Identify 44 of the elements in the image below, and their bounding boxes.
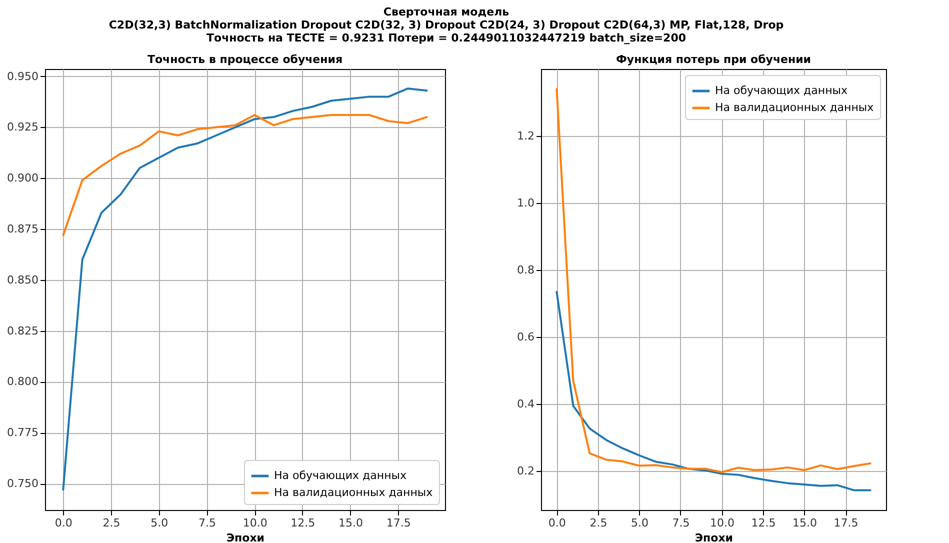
x-tick-label: 10.0 — [710, 516, 735, 530]
x-tick-label: 17.5 — [834, 516, 858, 530]
y-tick-label: 0.775 — [7, 426, 38, 440]
x-tick-label: 10.0 — [242, 516, 268, 530]
y-tick-label: 0.750 — [7, 477, 38, 490]
y-tick-label: 0.925 — [7, 120, 38, 134]
y-tick-label: 0.800 — [7, 375, 38, 388]
x-axis-title: Эпохи — [226, 532, 265, 543]
x-tick-label: 7.5 — [672, 516, 690, 530]
line-series — [62, 114, 428, 236]
legend-label: На обучающих данных — [715, 84, 848, 97]
x-tick-label: 7.5 — [198, 516, 216, 530]
y-tick-label: 0.950 — [7, 70, 38, 83]
y-tick-label: 0.875 — [7, 222, 38, 236]
x-tick-label: 15.0 — [792, 516, 818, 530]
y-tick-label: 0.8 — [517, 264, 534, 277]
x-tick-label: 15.0 — [338, 516, 364, 530]
x-tick-label: 5.0 — [630, 516, 648, 530]
text: C2D(32,3) BatchNormalization Dropout C2D(32, 3) Dropout C2D(24, 3) Dropout C2D(64,3) MP, Flat,128, Drop — [108, 18, 784, 32]
x-tick-label: 5.0 — [150, 516, 168, 530]
x-tick-label: 12.5 — [290, 516, 316, 530]
y-tick-label: 0.900 — [7, 172, 38, 185]
x-tick-label: 12.5 — [751, 516, 776, 530]
y-tick-label: 1.2 — [517, 130, 534, 143]
text: Сверточная модель — [383, 6, 510, 18]
x-tick-label: 2.5 — [590, 516, 608, 530]
text: Точность на ТЕСТЕ = 0.9231 Потери = 0.2449011032447219 batch_size=200 — [206, 32, 686, 44]
y-tick-label: 0.825 — [7, 324, 38, 338]
line-series — [556, 290, 872, 492]
y-tick-label: 1.0 — [517, 196, 534, 210]
y-tick-label: 0.2 — [517, 464, 534, 478]
x-axis-title: Эпохи — [694, 532, 734, 543]
x-tick-label: 0.0 — [54, 516, 72, 530]
x-tick-label: 17.5 — [386, 516, 411, 530]
legend-label: На обучающих данных — [274, 469, 407, 482]
x-tick-label: 0.0 — [548, 516, 566, 530]
legend-label: На валидационных данных — [715, 101, 874, 114]
legend-label: На валидационных данных — [274, 486, 434, 499]
y-tick-label: 0.6 — [517, 330, 534, 344]
x-tick-label: 2.5 — [102, 516, 120, 530]
chart-title: Точность в процессе обучения — [147, 53, 343, 66]
y-tick-label: 0.4 — [517, 398, 534, 411]
chart-title: Функция потерь при обучении — [616, 53, 811, 66]
y-tick-label: 0.850 — [7, 273, 38, 286]
